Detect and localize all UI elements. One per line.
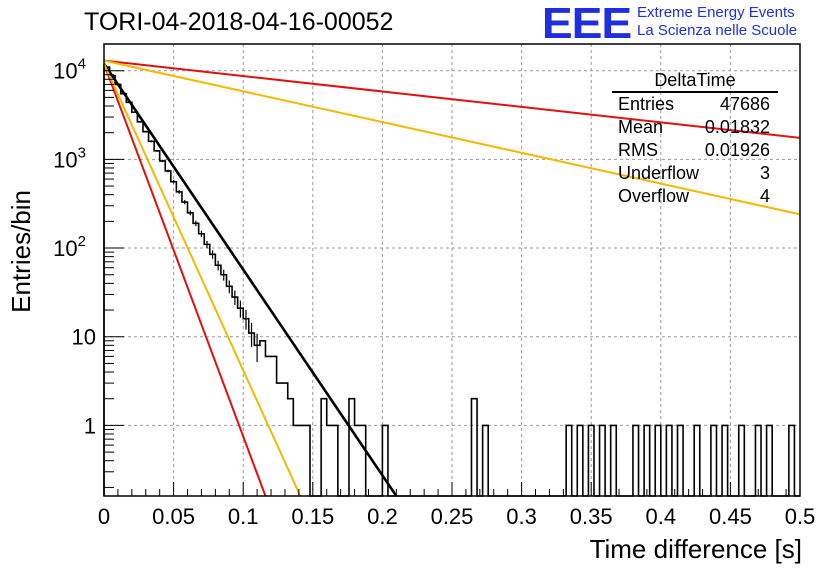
eee-logo: EEE Extreme Energy Events La Scienza nel… (541, 0, 797, 48)
eee-logo-mark: EEE (541, 0, 632, 48)
x-tick-label: 0.5 (785, 504, 816, 529)
y-tick-label: 104 (53, 56, 86, 84)
x-tick-label: 0.25 (431, 504, 474, 529)
stats-label: Mean (618, 117, 664, 137)
stats-value: 4 (759, 186, 770, 206)
fit-curve-0 (102, 62, 398, 497)
x-tick-label: 0.45 (709, 504, 752, 529)
fit-curve-1 (103, 63, 267, 497)
stats-row: Entries 47686 (612, 93, 778, 116)
x-tick-label: 0.3 (506, 504, 537, 529)
stats-value: 0.01832 (704, 117, 770, 137)
fit-curve-2 (103, 63, 302, 497)
stats-box: DeltaTime Entries 47686 Mean 0.01832 RMS… (612, 70, 778, 208)
eee-logo-text: Extreme Energy Events La Scienza nelle S… (637, 2, 797, 40)
y-tick-label: 103 (53, 144, 86, 172)
stats-label: Underflow (618, 163, 700, 183)
stats-row: Underflow 3 (612, 162, 778, 185)
x-tick-label: 0.4 (646, 504, 677, 529)
x-tick-label: 0.1 (228, 504, 259, 529)
x-axis-label: Time difference [s] (589, 534, 802, 564)
stats-label: Entries (618, 94, 675, 114)
stats-value: 3 (759, 163, 770, 183)
stats-row: RMS 0.01926 (612, 139, 778, 162)
logo-line-2: La Scienza nelle Scuole (637, 22, 798, 39)
x-tick-label: 0.35 (570, 504, 613, 529)
x-tick-label: 0.15 (291, 504, 334, 529)
x-tick-label: 0.2 (367, 504, 398, 529)
logo-line-1: Extreme Energy Events (637, 4, 795, 21)
stats-row: Mean 0.01832 (612, 116, 778, 139)
fit-curves (102, 59, 801, 497)
stats-value: 0.01926 (704, 140, 770, 160)
stats-label: Overflow (618, 186, 690, 206)
stats-title: DeltaTime (612, 70, 778, 93)
y-tick-label: 102 (53, 233, 86, 261)
stats-row: Overflow 4 (612, 185, 778, 208)
fit-curve-3 (103, 59, 801, 139)
fit-curve-4 (103, 59, 801, 216)
axis-ticks: 0 0.05 0.1 0.15 0.2 0.25 0.3 0.35 0.4 0.45 0.5 1 10 1… (53, 43, 816, 529)
y-axis-label: Entries/bin (6, 190, 36, 313)
x-tick-label: 0 (98, 504, 110, 529)
stats-label: RMS (618, 140, 658, 160)
y-tick-label: 1 (84, 413, 96, 438)
stats-value: 47686 (719, 94, 770, 114)
y-tick-label: 10 (72, 325, 96, 350)
grid-lines (104, 44, 800, 496)
chart-title: TORI-04-2018-04-16-00052 (84, 8, 394, 36)
x-tick-label: 0.05 (152, 504, 195, 529)
